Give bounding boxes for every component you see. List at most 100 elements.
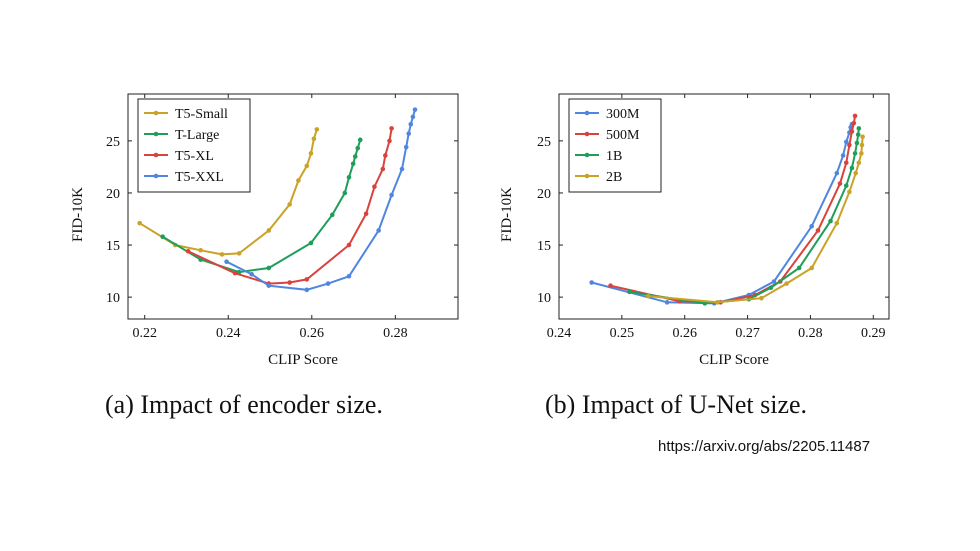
legend-label: T5-XXL xyxy=(175,170,224,185)
data-point-500m xyxy=(851,120,857,126)
data-point-t5-xxl xyxy=(376,228,381,233)
data-point-2b xyxy=(847,189,852,195)
data-point-t5-xxl xyxy=(389,192,394,198)
data-point-t5-small xyxy=(219,252,225,257)
y-tick-label: 20 xyxy=(106,187,120,202)
data-point-t-large xyxy=(346,175,352,180)
data-point-1b xyxy=(768,285,774,291)
y-tick-label: 25 xyxy=(537,135,551,150)
data-point-t5-xl xyxy=(387,138,392,144)
data-point-t5-small xyxy=(308,151,314,156)
x-tick-label: 0.26 xyxy=(672,326,697,341)
data-point-t5-xxl xyxy=(266,283,272,288)
data-point-2b xyxy=(859,142,865,148)
data-point-2b xyxy=(834,220,840,226)
data-point-t5-small xyxy=(236,251,242,256)
data-point-1b xyxy=(855,132,861,137)
y-tick-label: 15 xyxy=(537,239,551,254)
caption-unet-size: (b) Impact of U-Net size. xyxy=(545,390,808,419)
data-point-300m xyxy=(834,170,840,176)
data-point-t5-xl xyxy=(372,184,377,190)
data-point-t-large xyxy=(355,145,361,151)
data-point-500m xyxy=(843,160,849,166)
data-point-t-large xyxy=(308,240,314,246)
data-point-t5-xl xyxy=(304,277,310,282)
x-tick-label: 0.22 xyxy=(132,326,157,341)
data-point-500m xyxy=(849,129,855,134)
data-point-t-large xyxy=(352,154,358,159)
plot-frame xyxy=(127,93,459,320)
legend-swatch-dot xyxy=(584,131,590,137)
x-tick-label: 0.28 xyxy=(798,326,823,341)
y-tick-label: 15 xyxy=(106,239,120,254)
legend-label: 2B xyxy=(606,170,622,185)
data-point-t5-xxl xyxy=(412,107,418,112)
data-point-t5-xxl xyxy=(346,273,352,279)
data-point-t-large xyxy=(357,137,363,143)
data-point-t5-xxl xyxy=(325,281,331,286)
y-tick-label: 10 xyxy=(537,291,551,306)
y-tick-label: 25 xyxy=(106,135,120,150)
plot-frame xyxy=(558,93,890,320)
legend-label: T-Large xyxy=(175,128,219,143)
data-point-1b xyxy=(849,165,855,171)
data-point-1b xyxy=(627,289,632,295)
data-point-t5-small xyxy=(266,228,272,233)
data-point-t-large xyxy=(266,265,272,271)
x-axis-label: CLIP Score xyxy=(699,352,769,368)
data-point-500m xyxy=(815,228,821,233)
data-point-300m xyxy=(843,139,849,145)
data-point-t5-small xyxy=(304,163,310,169)
legend-label: T5-XL xyxy=(175,149,214,164)
x-tick-label: 0.25 xyxy=(610,326,635,341)
legend-swatch-dot xyxy=(584,173,590,179)
data-point-t5-xl xyxy=(389,126,394,131)
data-point-2b xyxy=(856,160,862,166)
data-point-1b xyxy=(852,151,858,156)
x-tick-label: 0.27 xyxy=(735,326,760,341)
caption-encoder-size: (a) Impact of encoder size. xyxy=(105,390,383,419)
data-point-1b xyxy=(856,126,862,131)
legend-label: 300M xyxy=(606,107,640,122)
series-line-t5-small xyxy=(139,129,318,256)
data-point-t5-small xyxy=(296,178,301,183)
data-point-500m xyxy=(852,113,858,119)
legend-swatch-dot xyxy=(153,131,159,137)
data-point-t5-xxl xyxy=(224,259,229,265)
data-point-t5-xxl xyxy=(406,131,412,136)
data-point-t5-xl xyxy=(383,153,388,158)
legend-label: 500M xyxy=(606,128,640,143)
source-link[interactable]: https://arxiv.org/abs/2205.11487 xyxy=(658,438,871,455)
y-axis-label: FID-10K xyxy=(70,187,86,242)
data-point-t-large xyxy=(160,234,165,240)
data-point-2b xyxy=(853,170,858,176)
legend-swatch-dot xyxy=(153,152,159,158)
data-point-2b xyxy=(645,293,651,299)
data-point-t5-small xyxy=(137,220,142,226)
data-point-t5-small xyxy=(198,247,203,253)
data-point-t5-xl xyxy=(287,280,292,285)
legend-swatch-dot xyxy=(153,173,159,179)
y-axis-label: FID-10K xyxy=(499,187,515,242)
data-point-300m xyxy=(771,279,777,284)
x-tick-label: 0.29 xyxy=(861,326,886,341)
data-point-300m xyxy=(840,153,846,158)
legend-label: T5-Small xyxy=(175,107,228,122)
data-point-t5-xxl xyxy=(403,144,409,150)
data-point-t5-xl xyxy=(185,248,191,254)
y-tick-label: 10 xyxy=(106,291,120,306)
data-point-500m xyxy=(608,283,613,288)
y-tick-label: 20 xyxy=(537,187,551,202)
data-point-1b xyxy=(843,183,849,188)
data-point-2b xyxy=(859,151,864,156)
data-point-300m xyxy=(664,300,670,305)
legend-label: 1B xyxy=(606,149,622,164)
data-point-t5-xxl xyxy=(408,121,414,127)
data-point-t5-xxl xyxy=(304,287,310,293)
x-tick-label: 0.26 xyxy=(300,326,325,341)
data-point-300m xyxy=(589,280,594,285)
data-point-t-large xyxy=(350,161,356,167)
data-point-t-large xyxy=(329,212,335,218)
